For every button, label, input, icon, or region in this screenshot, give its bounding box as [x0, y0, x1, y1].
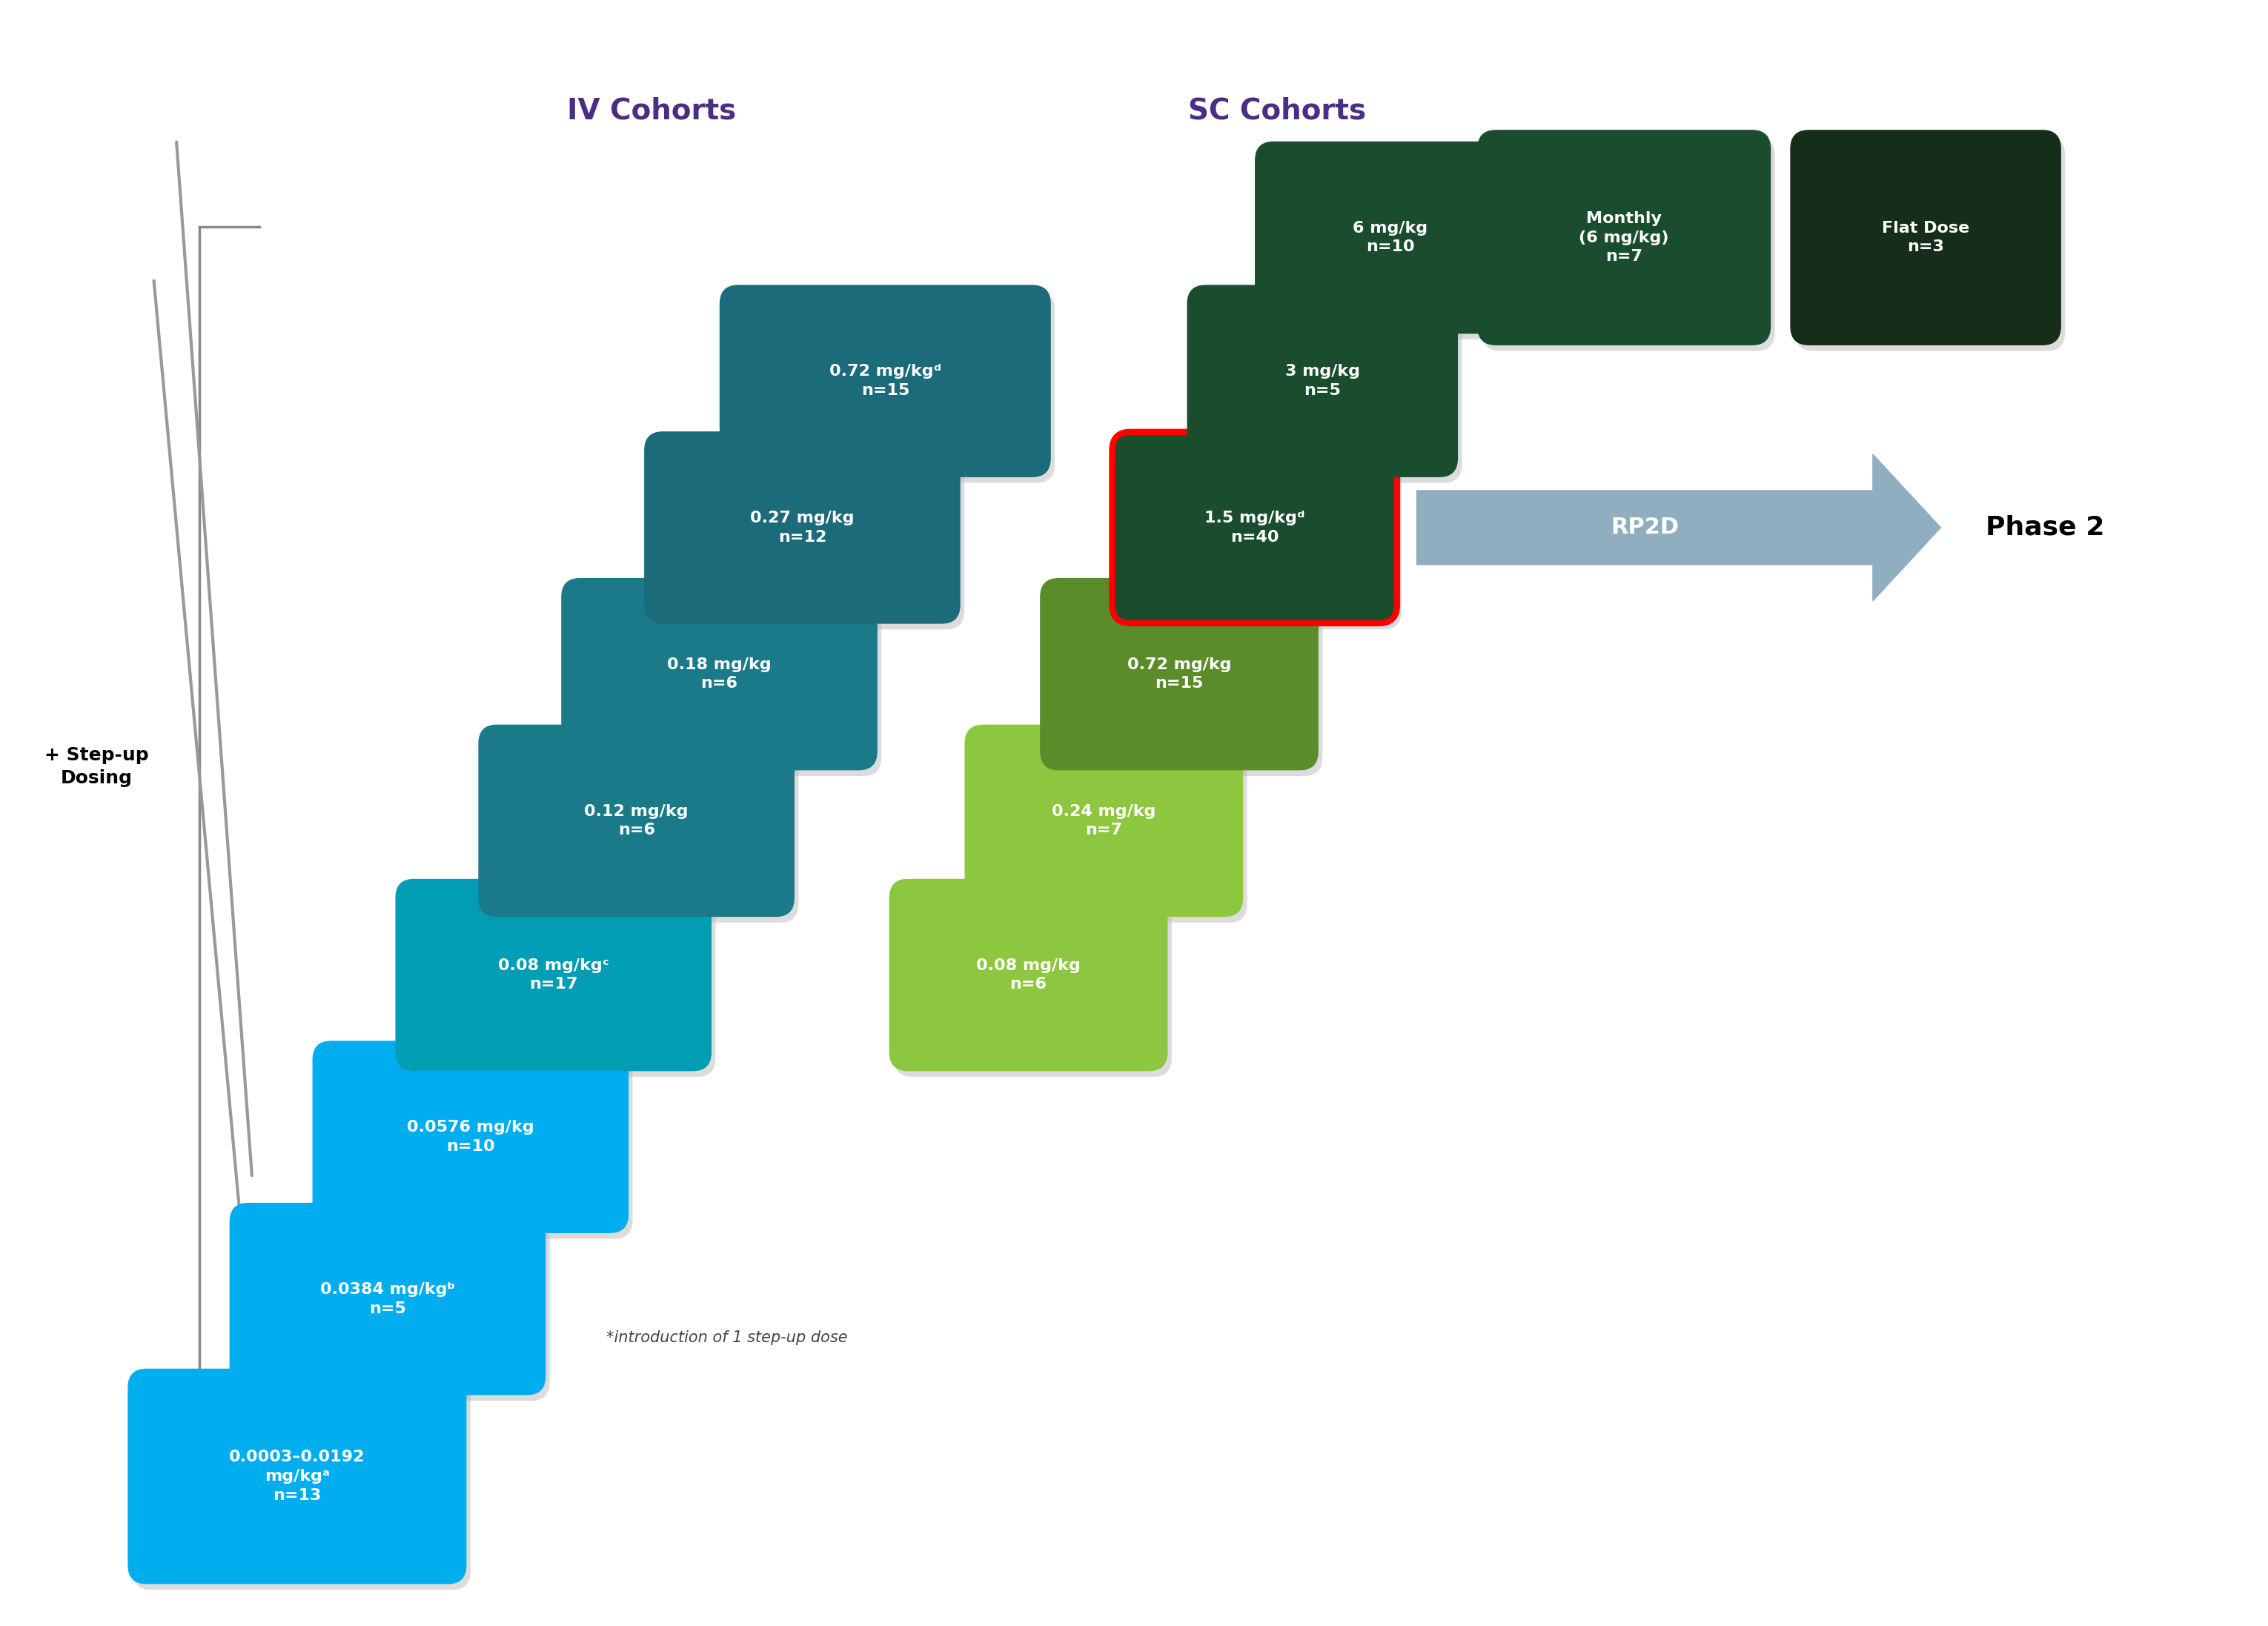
- Text: 0.24 mg/kg
n=7: 0.24 mg/kg n=7: [1052, 803, 1157, 837]
- FancyBboxPatch shape: [1483, 137, 1776, 351]
- FancyBboxPatch shape: [649, 437, 964, 629]
- FancyBboxPatch shape: [479, 725, 794, 917]
- FancyBboxPatch shape: [1479, 130, 1771, 345]
- FancyBboxPatch shape: [567, 585, 882, 776]
- FancyBboxPatch shape: [562, 579, 878, 769]
- Text: 0.08 mg/kg
n=6: 0.08 mg/kg n=6: [975, 958, 1080, 992]
- Text: 0.0576 mg/kg
n=10: 0.0576 mg/kg n=10: [406, 1120, 535, 1154]
- Text: Monthly
(6 mg/kg)
n=7: Monthly (6 mg/kg) n=7: [1579, 211, 1669, 263]
- FancyBboxPatch shape: [1041, 579, 1318, 769]
- FancyBboxPatch shape: [966, 725, 1243, 917]
- Text: *introduction of 1 step-up dose: *introduction of 1 step-up dose: [606, 1330, 848, 1345]
- FancyBboxPatch shape: [1116, 437, 1402, 629]
- FancyBboxPatch shape: [894, 886, 1173, 1076]
- FancyBboxPatch shape: [134, 1376, 469, 1590]
- Text: 0.12 mg/kg
n=6: 0.12 mg/kg n=6: [585, 803, 689, 837]
- Text: + Step-up
Dosing: + Step-up Dosing: [45, 746, 150, 787]
- FancyBboxPatch shape: [1188, 286, 1458, 476]
- FancyBboxPatch shape: [313, 1041, 628, 1233]
- FancyBboxPatch shape: [234, 1210, 549, 1400]
- FancyBboxPatch shape: [229, 1203, 544, 1395]
- FancyBboxPatch shape: [1193, 291, 1463, 483]
- FancyBboxPatch shape: [1792, 130, 2062, 345]
- Text: 3 mg/kg
n=5: 3 mg/kg n=5: [1286, 364, 1361, 398]
- FancyBboxPatch shape: [1796, 137, 2066, 351]
- Text: 0.72 mg/kg
n=15: 0.72 mg/kg n=15: [1127, 657, 1232, 691]
- Text: 0.27 mg/kg
n=12: 0.27 mg/kg n=12: [751, 511, 855, 545]
- FancyBboxPatch shape: [889, 880, 1168, 1070]
- FancyBboxPatch shape: [1111, 433, 1397, 623]
- Text: 0.72 mg/kgᵈ
n=15: 0.72 mg/kgᵈ n=15: [830, 364, 941, 398]
- FancyBboxPatch shape: [483, 732, 798, 922]
- FancyBboxPatch shape: [644, 433, 959, 623]
- Text: 6 mg/kg
n=10: 6 mg/kg n=10: [1354, 221, 1429, 255]
- FancyBboxPatch shape: [723, 291, 1055, 483]
- FancyBboxPatch shape: [129, 1369, 465, 1584]
- Text: 0.18 mg/kg
n=6: 0.18 mg/kg n=6: [667, 657, 771, 691]
- Text: 0.08 mg/kgᶜ
n=17: 0.08 mg/kgᶜ n=17: [499, 958, 610, 992]
- Text: Phase 2: Phase 2: [1987, 515, 2105, 540]
- FancyBboxPatch shape: [397, 880, 712, 1070]
- FancyBboxPatch shape: [1256, 141, 1526, 333]
- FancyArrow shape: [1418, 454, 1941, 602]
- Text: IV Cohorts: IV Cohorts: [567, 98, 737, 125]
- FancyBboxPatch shape: [971, 732, 1247, 922]
- FancyBboxPatch shape: [318, 1047, 633, 1239]
- FancyBboxPatch shape: [719, 286, 1050, 476]
- Text: SC Cohorts: SC Cohorts: [1188, 98, 1365, 125]
- Text: 1.5 mg/kgᵈ
n=40: 1.5 mg/kgᵈ n=40: [1204, 511, 1304, 545]
- FancyBboxPatch shape: [1261, 148, 1531, 340]
- Text: 0.0003–0.0192
mg/kgᵃ
n=13: 0.0003–0.0192 mg/kgᵃ n=13: [229, 1450, 365, 1502]
- Text: RP2D: RP2D: [1610, 517, 1678, 538]
- FancyBboxPatch shape: [1046, 585, 1322, 776]
- FancyBboxPatch shape: [401, 886, 717, 1076]
- Text: 0.0384 mg/kgᵇ
n=5: 0.0384 mg/kgᵇ n=5: [320, 1281, 456, 1315]
- Text: Flat Dose
n=3: Flat Dose n=3: [1882, 221, 1969, 255]
